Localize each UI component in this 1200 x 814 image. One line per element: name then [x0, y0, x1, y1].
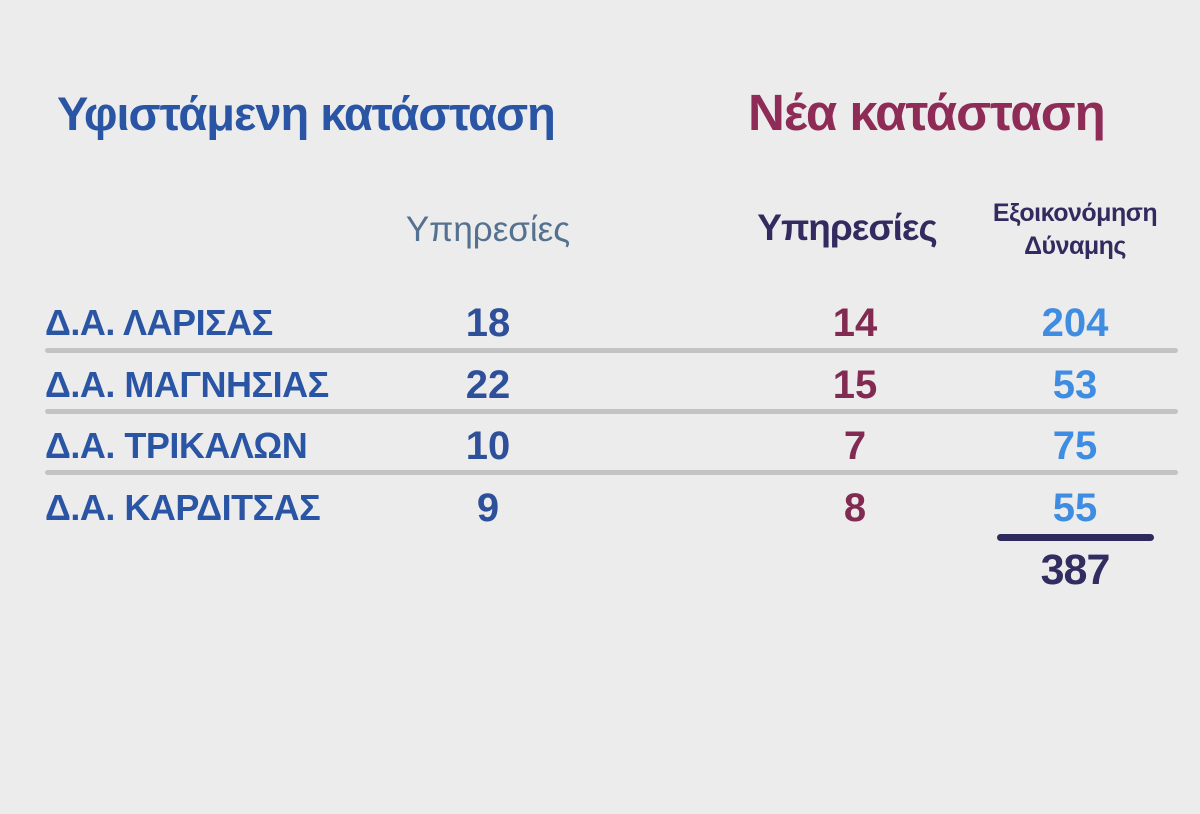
row-divider [45, 409, 1178, 414]
row-divider [45, 348, 1178, 353]
table-row: Δ.Α. ΜΑΓΝΗΣΙΑΣ 22 15 53 [0, 363, 1200, 407]
column-header-existing-services: Υπηρεσίες [405, 210, 571, 249]
column-header-new-services: Υπηρεσίες [757, 207, 937, 248]
table-row: Δ.Α. ΚΑΡΔΙΤΣΑΣ 9 8 55 [0, 486, 1200, 530]
new-services-value: 15 [832, 363, 878, 407]
total-sum-line [997, 534, 1154, 541]
new-services-value: 14 [832, 301, 878, 345]
new-state-title: Νέα κατάσταση [748, 84, 1106, 141]
new-services-value: 8 [843, 486, 867, 530]
row-label: Δ.Α. ΚΑΡΔΙΤΣΑΣ [45, 487, 321, 528]
savings-value: 55 [1052, 486, 1098, 530]
existing-services-value: 22 [465, 363, 511, 407]
row-label: Δ.Α. ΤΡΙΚΑΛΩΝ [45, 425, 308, 466]
savings-value: 53 [1052, 363, 1098, 407]
new-services-value: 7 [843, 424, 867, 468]
row-divider [45, 470, 1178, 475]
existing-services-value: 9 [476, 486, 500, 530]
existing-services-value: 10 [465, 424, 511, 468]
existing-state-title: Υφιστάμενη κατάσταση [57, 87, 556, 140]
savings-value: 75 [1052, 424, 1098, 468]
existing-services-value: 18 [465, 301, 511, 345]
column-header-savings: Εξοικονόμηση Δύναμης [992, 199, 1158, 260]
savings-value: 204 [1041, 301, 1109, 345]
row-label: Δ.Α. ΛΑΡΙΣΑΣ [45, 302, 273, 343]
total-savings-value: 387 [1040, 546, 1111, 594]
table-row: Δ.Α. ΛΑΡΙΣΑΣ 18 14 204 [0, 301, 1200, 345]
row-label: Δ.Α. ΜΑΓΝΗΣΙΑΣ [45, 364, 329, 405]
table-row: Δ.Α. ΤΡΙΚΑΛΩΝ 10 7 75 [0, 424, 1200, 468]
